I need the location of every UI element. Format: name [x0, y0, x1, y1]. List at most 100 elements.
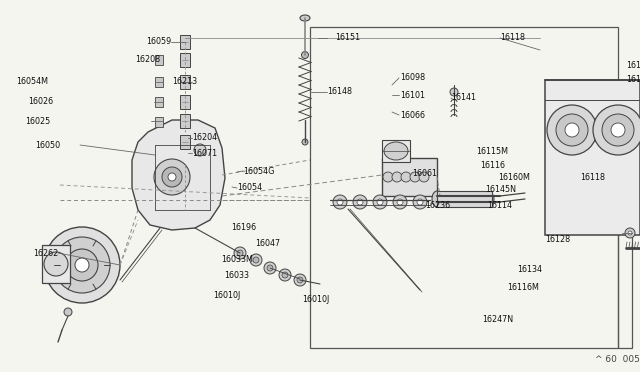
- Text: 16054: 16054: [237, 183, 262, 192]
- Text: 16101: 16101: [400, 90, 425, 99]
- Circle shape: [611, 123, 625, 137]
- Bar: [382, 140, 410, 162]
- Bar: [437, 191, 492, 207]
- Circle shape: [410, 172, 420, 182]
- Circle shape: [353, 195, 367, 209]
- Circle shape: [397, 199, 403, 205]
- Bar: [618, 205, 632, 348]
- Circle shape: [44, 252, 68, 276]
- Circle shape: [75, 258, 89, 272]
- Text: ^ 60  0050: ^ 60 0050: [595, 356, 640, 365]
- Circle shape: [628, 231, 632, 235]
- Text: 16208: 16208: [135, 55, 160, 64]
- Circle shape: [337, 199, 343, 205]
- Circle shape: [565, 123, 579, 137]
- Text: 16160M: 16160M: [498, 173, 530, 182]
- Circle shape: [357, 199, 363, 205]
- Polygon shape: [132, 120, 225, 230]
- Circle shape: [279, 269, 291, 281]
- Text: 16148: 16148: [327, 87, 352, 96]
- Circle shape: [417, 199, 423, 205]
- Text: 16236: 16236: [425, 201, 450, 209]
- Bar: [180, 35, 190, 49]
- Bar: [155, 97, 163, 107]
- Text: 16141: 16141: [451, 93, 476, 103]
- Text: 16116M: 16116M: [507, 283, 539, 292]
- Circle shape: [44, 227, 120, 303]
- Circle shape: [66, 249, 98, 281]
- Text: 16033: 16033: [224, 270, 249, 279]
- Text: 16066: 16066: [400, 110, 425, 119]
- Text: 16025: 16025: [25, 116, 50, 125]
- Circle shape: [602, 114, 634, 146]
- Circle shape: [282, 272, 288, 278]
- Text: 16047: 16047: [255, 240, 280, 248]
- Circle shape: [194, 144, 206, 156]
- Circle shape: [250, 254, 262, 266]
- Circle shape: [162, 167, 182, 187]
- Text: 16118: 16118: [500, 33, 525, 42]
- Text: 16033M: 16033M: [221, 254, 253, 263]
- Bar: [180, 53, 190, 67]
- Circle shape: [401, 172, 411, 182]
- Ellipse shape: [300, 15, 310, 21]
- Text: 16050: 16050: [35, 141, 60, 150]
- Circle shape: [377, 199, 383, 205]
- Bar: [42, 245, 70, 283]
- Text: 16054M: 16054M: [16, 77, 48, 87]
- Text: 16145N: 16145N: [485, 186, 516, 195]
- Circle shape: [234, 247, 246, 259]
- Circle shape: [168, 173, 176, 181]
- Text: 16054G: 16054G: [243, 167, 275, 176]
- Circle shape: [54, 237, 110, 293]
- Circle shape: [237, 250, 243, 256]
- Circle shape: [547, 105, 597, 155]
- Circle shape: [64, 308, 72, 316]
- Circle shape: [302, 139, 308, 145]
- Text: 16145N: 16145N: [626, 76, 640, 84]
- Text: 16247N: 16247N: [482, 315, 513, 324]
- Text: 16196: 16196: [231, 224, 256, 232]
- Circle shape: [154, 159, 190, 195]
- Circle shape: [419, 172, 429, 182]
- Text: 16026: 16026: [28, 97, 53, 106]
- Text: 16116: 16116: [480, 160, 505, 170]
- Text: 16010J: 16010J: [302, 295, 329, 304]
- Bar: [382, 158, 437, 196]
- Text: 16262: 16262: [33, 248, 58, 257]
- Text: 16128: 16128: [545, 235, 570, 244]
- Bar: [180, 114, 190, 128]
- Circle shape: [625, 228, 635, 238]
- Circle shape: [413, 195, 427, 209]
- Circle shape: [294, 274, 306, 286]
- Ellipse shape: [486, 193, 494, 205]
- Bar: [180, 95, 190, 109]
- Circle shape: [267, 265, 273, 271]
- Circle shape: [392, 172, 402, 182]
- Bar: [310, 27, 618, 348]
- Text: 16151: 16151: [335, 33, 360, 42]
- Circle shape: [556, 114, 588, 146]
- Bar: [155, 77, 163, 87]
- Bar: [180, 135, 190, 149]
- Text: 16010J: 16010J: [213, 291, 240, 299]
- Text: 16061: 16061: [412, 169, 437, 177]
- Ellipse shape: [384, 142, 408, 160]
- Circle shape: [383, 172, 393, 182]
- Text: 16115M: 16115M: [476, 148, 508, 157]
- Circle shape: [373, 195, 387, 209]
- Circle shape: [333, 195, 347, 209]
- Text: 16114: 16114: [626, 61, 640, 70]
- Text: 16134: 16134: [517, 266, 542, 275]
- Circle shape: [253, 257, 259, 263]
- Text: 16118: 16118: [580, 173, 605, 182]
- Ellipse shape: [432, 191, 442, 207]
- Circle shape: [393, 195, 407, 209]
- Circle shape: [593, 105, 640, 155]
- Circle shape: [297, 277, 303, 283]
- Bar: [180, 75, 190, 89]
- Circle shape: [450, 88, 458, 96]
- Text: 16114: 16114: [487, 201, 512, 209]
- Text: 16213: 16213: [172, 77, 197, 87]
- Bar: [155, 117, 163, 127]
